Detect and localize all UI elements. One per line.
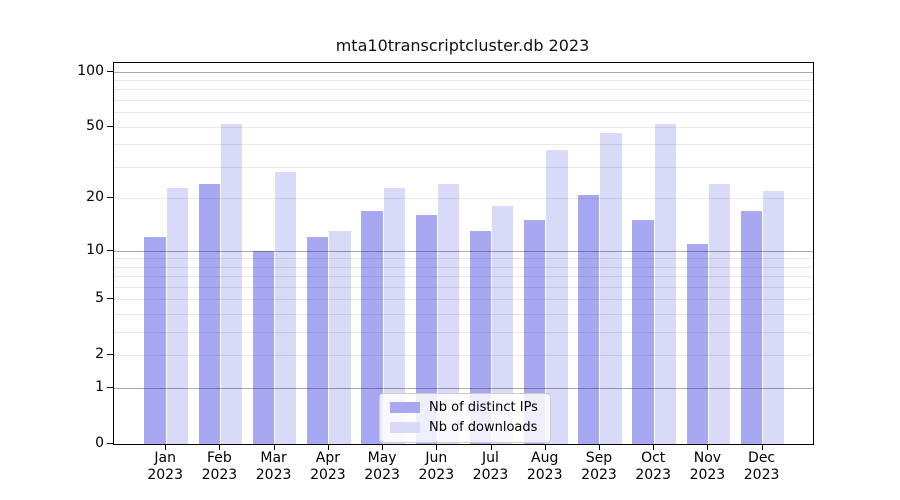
plot-area: Nb of distinct IPs Nb of downloads — [113, 62, 814, 445]
chart-title: mta10transcriptcluster.db 2023 — [335, 36, 590, 55]
bar-distinct-ips-sep — [578, 194, 600, 444]
x-tick-mark — [707, 444, 709, 450]
bar-distinct-ips-feb — [198, 184, 220, 444]
legend-swatch-distinct-ips — [390, 402, 420, 413]
x-tick-label-aug: Aug 2023 — [526, 450, 563, 483]
x-tick-mark — [327, 444, 329, 450]
minor-gridline — [114, 198, 813, 200]
minor-gridline — [114, 80, 813, 81]
bar-distinct-ips-nov — [686, 243, 708, 444]
major-gridline — [114, 388, 813, 390]
y-tick-mark — [107, 70, 113, 72]
y-tick-mark — [107, 354, 113, 356]
x-tick-mark — [599, 444, 600, 450]
bar-downloads-jul — [492, 206, 514, 444]
x-tick-label-jul: Jul 2023 — [472, 450, 509, 483]
bar-distinct-ips-mar — [252, 250, 275, 444]
minor-gridline — [114, 287, 813, 288]
bar-distinct-ips-dec — [740, 210, 763, 444]
y-tick-mark — [107, 197, 113, 199]
minor-gridline — [114, 266, 813, 268]
minor-gridline — [114, 144, 813, 146]
x-tick-label-nov: Nov 2023 — [689, 450, 726, 483]
minor-gridline — [114, 112, 813, 114]
minor-gridline — [114, 258, 813, 260]
y-tick-mark — [107, 298, 113, 300]
bar-downloads-dec — [763, 191, 785, 444]
x-tick-mark — [165, 444, 167, 450]
bar-distinct-ips-may — [361, 210, 383, 444]
legend-label-distinct-ips: Nb of distinct IPs — [429, 400, 538, 415]
bar-distinct-ips-apr — [307, 237, 329, 444]
bar-distinct-ips-oct — [632, 220, 654, 444]
minor-gridline — [114, 166, 813, 168]
legend-label-downloads: Nb of downloads — [429, 420, 538, 435]
y-tick-label: 10 — [86, 241, 104, 258]
bar-distinct-ips-jul — [469, 231, 492, 444]
x-tick-label-may: May 2023 — [364, 450, 400, 483]
y-tick-mark — [107, 249, 113, 251]
bar-downloads-apr — [329, 231, 351, 444]
bar-downloads-nov — [708, 184, 731, 444]
x-tick-label-jan: Jan 2023 — [147, 450, 184, 483]
x-tick-mark — [436, 444, 438, 450]
bar-downloads-oct — [654, 123, 676, 444]
x-tick-label-apr: Apr 2023 — [310, 450, 346, 483]
major-gridline — [114, 250, 813, 252]
y-tick-label: 2 — [95, 346, 104, 363]
bar-distinct-ips-jan — [144, 237, 166, 444]
minor-gridline — [114, 100, 813, 101]
legend-item-distinct-ips: Nb of distinct IPs — [390, 400, 538, 415]
bar-distinct-ips-jun — [415, 215, 437, 444]
x-tick-mark — [219, 444, 221, 450]
legend-item-downloads: Nb of downloads — [390, 420, 538, 435]
legend: Nb of distinct IPs Nb of downloads — [379, 393, 551, 443]
y-tick-label: 1 — [95, 379, 104, 396]
x-tick-mark — [544, 444, 546, 450]
bar-downloads-aug — [546, 150, 568, 444]
x-tick-label-dec: Dec 2023 — [743, 450, 780, 483]
x-tick-label-sep: Sep 2023 — [581, 450, 617, 483]
y-tick-label: 50 — [86, 117, 104, 134]
x-tick-mark — [490, 444, 492, 450]
x-tick-label-feb: Feb 2023 — [201, 450, 238, 483]
x-tick-label-oct: Oct 2023 — [635, 450, 672, 483]
x-tick-mark — [273, 444, 275, 450]
minor-gridline — [114, 299, 813, 301]
legend-swatch-downloads — [390, 422, 420, 433]
bar-downloads-feb — [220, 123, 243, 444]
x-tick-label-jun: Jun 2023 — [418, 450, 455, 483]
minor-gridline — [114, 126, 813, 128]
y-tick-mark — [107, 125, 113, 127]
minor-gridline — [114, 355, 813, 357]
minor-gridline — [114, 276, 813, 278]
y-tick-label: 20 — [86, 189, 104, 206]
x-tick-label-mar: Mar 2023 — [255, 450, 292, 483]
y-tick-mark — [107, 387, 113, 389]
bar-downloads-sep — [600, 133, 622, 444]
bar-distinct-ips-aug — [523, 220, 546, 444]
bar-downloads-jan — [166, 187, 188, 444]
x-tick-mark — [382, 444, 384, 450]
bar-downloads-may — [383, 187, 405, 444]
minor-gridline — [114, 89, 813, 91]
x-tick-mark — [653, 444, 655, 450]
x-tick-mark — [761, 444, 763, 450]
y-tick-label: 5 — [95, 290, 104, 307]
minor-gridline — [114, 332, 813, 334]
bar-downloads-jun — [437, 184, 460, 444]
y-tick-label: 0 — [95, 435, 104, 451]
y-tick-mark — [107, 443, 113, 444]
y-tick-label: 100 — [77, 62, 104, 79]
bar-downloads-mar — [275, 172, 297, 444]
major-gridline — [114, 71, 813, 73]
minor-gridline — [114, 314, 813, 316]
